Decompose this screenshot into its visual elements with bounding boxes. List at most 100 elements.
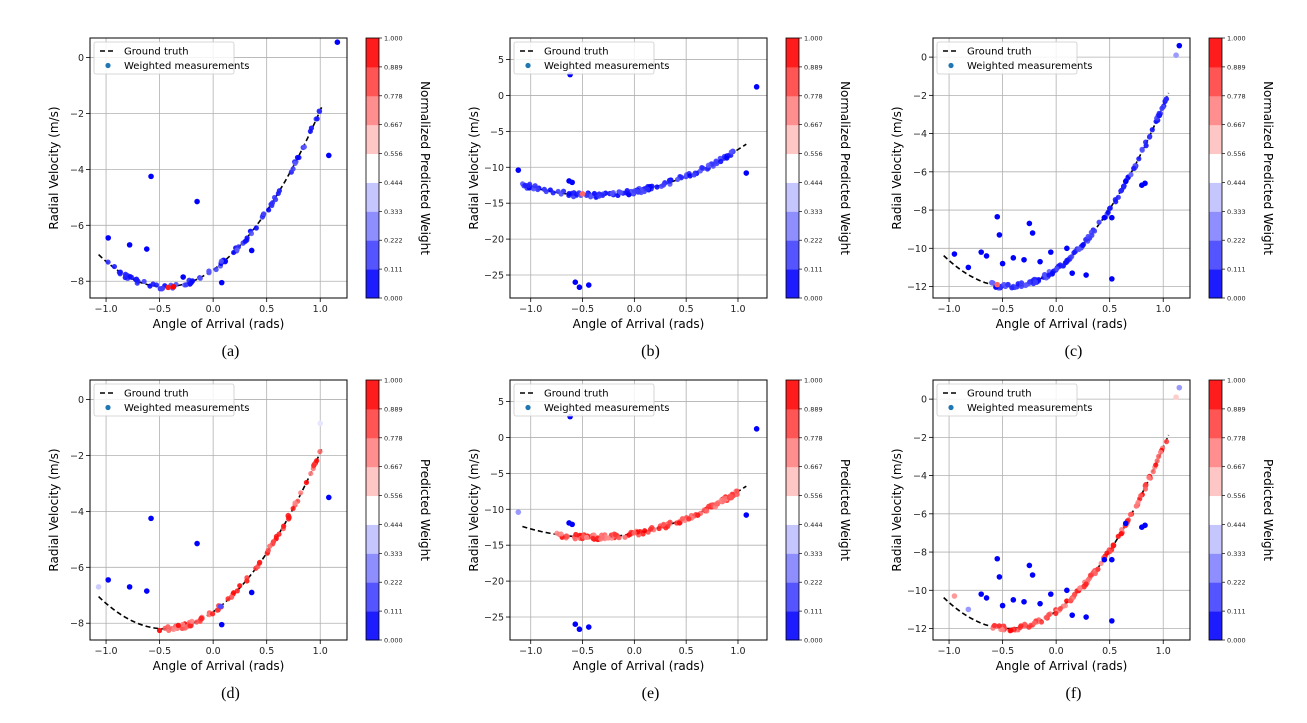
- measurement-point: [156, 627, 163, 634]
- outlier-point: [126, 242, 133, 248]
- y-tick-label: 0: [498, 433, 504, 444]
- measurement-point: [292, 500, 298, 506]
- outlier-point: [999, 602, 1006, 609]
- y-tick-label: −4: [70, 507, 84, 518]
- colorbar-tick-label: 0.333: [384, 550, 403, 558]
- legend-marker-icon: [525, 404, 531, 411]
- y-tick-label: −2: [913, 91, 927, 102]
- subfigure-caption: (b): [641, 343, 660, 360]
- measurement-point: [170, 284, 177, 290]
- y-axis-label: Radial Velocity (m/s): [467, 448, 481, 571]
- measurement-point: [994, 281, 1001, 288]
- colorbar-segment: [786, 495, 799, 525]
- measurement-point: [1131, 165, 1137, 171]
- measurement-point: [718, 158, 724, 165]
- y-tick-label: 0: [78, 53, 84, 64]
- colorbar-tick-label: 0.000: [384, 637, 403, 645]
- measurement-point: [1095, 566, 1101, 572]
- colorbar-frame: [365, 379, 380, 641]
- outlier-point: [572, 621, 579, 627]
- x-tick-label: 0.5: [1102, 646, 1117, 657]
- y-tick-label: −15: [484, 541, 504, 552]
- legend-marker-icon: [105, 62, 111, 69]
- measurement-point: [1060, 263, 1066, 269]
- outlier-point: [1021, 256, 1027, 263]
- colorbar-segment: [1209, 240, 1222, 270]
- colorbar-segment: [1209, 38, 1222, 68]
- x-axis-label: Angle of Arrival (rads): [996, 317, 1128, 331]
- measurement-point: [225, 596, 231, 602]
- colorbar-segment: [366, 269, 379, 299]
- colorbar-tick-label: 0.333: [804, 208, 823, 216]
- outlier-point: [996, 574, 1003, 580]
- colorbar-segment: [366, 611, 379, 641]
- measurement-point: [1087, 572, 1094, 578]
- measurement-point: [1128, 172, 1134, 178]
- outlier-point: [1047, 249, 1054, 255]
- y-tick-label: −10: [907, 244, 927, 255]
- outlier-point: [148, 515, 154, 522]
- measurement-point: [1138, 493, 1144, 499]
- colorbar-tick-label: 0.889: [1227, 405, 1246, 413]
- colorbar-segment: [786, 38, 799, 68]
- measurement-point: [308, 125, 315, 131]
- colorbar-tick-label: 0.000: [1227, 637, 1246, 645]
- legend-label: Weighted measurements: [544, 61, 670, 72]
- colorbar-segment: [786, 269, 799, 299]
- outlier-point: [95, 584, 102, 590]
- legend-marker-icon: [948, 404, 954, 411]
- colorbar-segment: [786, 182, 799, 212]
- colorbar-tick-label: 0.111: [384, 266, 403, 274]
- measurement-point: [563, 533, 569, 540]
- measurement-point: [695, 512, 701, 518]
- x-tick-label: 1.0: [1156, 304, 1171, 315]
- measurement-point: [105, 259, 111, 265]
- colorbar-tick-label: 1.000: [1227, 35, 1246, 43]
- y-tick-label: −4: [70, 165, 84, 176]
- measurement-point: [543, 188, 549, 195]
- measurement-point: [198, 615, 204, 621]
- legend: Ground truth Weighted measurements: [93, 41, 250, 75]
- colorbar-segment: [786, 211, 799, 241]
- measurement-point: [290, 505, 296, 512]
- colorbar-segment: [366, 524, 379, 554]
- outlier-point: [248, 589, 255, 596]
- outlier-point: [126, 584, 133, 590]
- legend: Ground truth Weighted measurements: [513, 383, 670, 417]
- measurement-point: [1083, 581, 1089, 587]
- measurement-point: [724, 155, 730, 161]
- colorbar-tick-label: 0.667: [804, 121, 823, 129]
- colorbar-segment: [366, 553, 379, 583]
- measurement-point: [656, 525, 662, 532]
- colorbar-tick-label: 0.222: [1227, 237, 1246, 245]
- colorbar-frame: [785, 37, 800, 299]
- colorbar-segment: [366, 124, 379, 155]
- chart-panel: −1.0 −0.5 0.0 0.5 1.0 −12 −10 −8 −6 −4 −2 0 Angle of…: [890, 35, 1275, 361]
- outlier-point: [1029, 572, 1036, 578]
- measurement-point: [1032, 279, 1039, 285]
- y-tick-label: −20: [484, 235, 504, 246]
- y-tick-label: 5: [498, 55, 504, 66]
- plot-area: [98, 39, 341, 292]
- colorbar-tick-label: 1.000: [1227, 377, 1246, 385]
- measurement-point: [687, 173, 693, 179]
- measurement-point: [214, 607, 221, 613]
- colorbar-segment: [1209, 611, 1222, 641]
- outlier-point: [515, 509, 522, 515]
- x-tick-label: 0.0: [627, 646, 642, 657]
- measurement-point: [217, 603, 224, 610]
- outlier-point: [1176, 384, 1183, 391]
- measurement-point: [1022, 282, 1029, 289]
- legend-label: Ground truth: [124, 47, 189, 58]
- chart-panel: −1.0 −0.5 0.0 0.5 1.0 −25 −20 −15 −10 −5 0 5 Angle o…: [467, 377, 852, 703]
- plot-area: [95, 420, 332, 634]
- measurement-point: [558, 531, 564, 537]
- legend: Ground truth Weighted measurements: [936, 41, 1093, 75]
- outlier-point: [743, 512, 750, 518]
- outlier-point: [576, 284, 583, 291]
- chart-panel: −1.0 −0.5 0.0 0.5 1.0 −12 −10 −8 −6 −4 −2 0 Angle of…: [890, 377, 1275, 703]
- measurement-point: [194, 619, 200, 625]
- x-tick-label: 0.5: [259, 646, 274, 657]
- measurement-point: [303, 479, 310, 486]
- y-tick-label: −10: [484, 505, 504, 516]
